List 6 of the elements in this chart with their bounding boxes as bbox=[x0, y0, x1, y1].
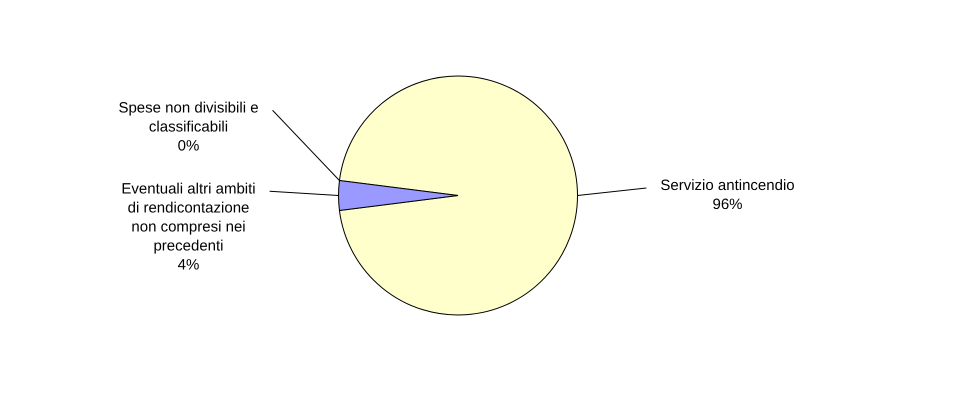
category-label: Spese non divisibili e classificabili bbox=[118, 99, 259, 136]
data-label: 96% bbox=[712, 196, 743, 214]
text: 0% bbox=[178, 137, 200, 154]
slice-label: Servizio antincendio bbox=[660, 177, 795, 194]
slice-label: Eventuali altri ambiti di rendicontazione non compresi nei precedenti bbox=[121, 180, 256, 254]
data-label: 4% bbox=[178, 256, 200, 274]
